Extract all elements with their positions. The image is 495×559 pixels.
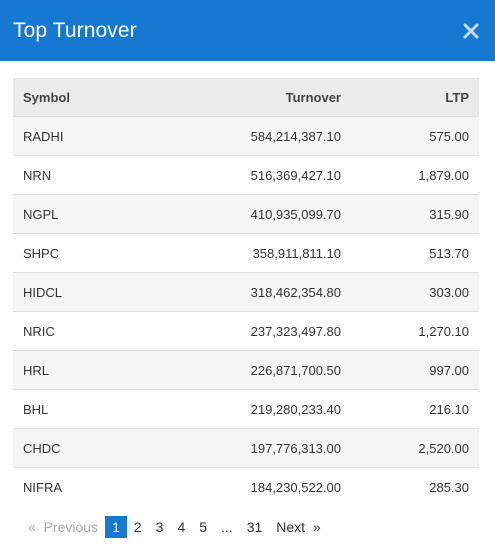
- modal-header: Top Turnover: [0, 0, 495, 61]
- next-button[interactable]: Next »: [276, 518, 321, 535]
- table-row[interactable]: RADHI 584,214,387.10 575.00: [13, 116, 479, 156]
- table-row[interactable]: NGPL 410,935,099.70 315.90: [13, 194, 479, 234]
- cell-turnover: 184,230,522.00: [153, 467, 351, 507]
- table-row[interactable]: NRIC 237,323,497.80 1,270.10: [13, 311, 479, 351]
- cell-ltp: 1,270.10: [351, 311, 479, 351]
- cell-ltp: 285.30: [351, 467, 479, 507]
- turnover-table: Symbol Turnover LTP RADHI 584,214,387.10 5…: [13, 78, 479, 507]
- cell-turnover: 197,776,313.00: [153, 428, 351, 468]
- cell-turnover: 237,323,497.80: [153, 311, 351, 351]
- page-button-5[interactable]: 5: [199, 518, 208, 535]
- table-row[interactable]: HRL 226,871,700.50 997.00: [13, 350, 479, 390]
- cell-turnover: 584,214,387.10: [153, 116, 351, 156]
- cell-turnover: 358,911,811.10: [153, 233, 351, 273]
- cell-symbol: NRIC: [13, 311, 153, 351]
- pagination-ellipsis: ...: [221, 518, 233, 535]
- page-button-2[interactable]: 2: [133, 518, 142, 535]
- header-turnover[interactable]: Turnover: [153, 78, 351, 117]
- top-turnover-modal: Top Turnover Symbol Turnover LTP RADHI 58…: [0, 0, 495, 538]
- cell-symbol: NGPL: [13, 194, 153, 234]
- close-icon[interactable]: [461, 21, 481, 41]
- cell-ltp: 513.70: [351, 233, 479, 273]
- cell-turnover: 226,871,700.50: [153, 350, 351, 390]
- cell-ltp: 2,520.00: [351, 428, 479, 468]
- cell-symbol: HRL: [13, 350, 153, 390]
- table-row[interactable]: CHDC 197,776,313.00 2,520.00: [13, 428, 479, 468]
- cell-symbol: CHDC: [13, 428, 153, 468]
- cell-turnover: 219,280,233.40: [153, 389, 351, 429]
- cell-symbol: BHL: [13, 389, 153, 429]
- cell-symbol: SHPC: [13, 233, 153, 273]
- table-row[interactable]: NIFRA 184,230,522.00 285.30: [13, 467, 479, 507]
- modal-title: Top Turnover: [13, 18, 137, 42]
- cell-ltp: 216.10: [351, 389, 479, 429]
- table-row[interactable]: BHL 219,280,233.40 216.10: [13, 389, 479, 429]
- header-ltp[interactable]: LTP: [351, 78, 479, 117]
- pagination: « Previous 1 2 3 4 5 ... 31 Next »: [13, 515, 479, 538]
- cell-ltp: 997.00: [351, 350, 479, 390]
- table-row[interactable]: NRN 516,369,427.10 1,879.00: [13, 155, 479, 195]
- page-button-1[interactable]: 1: [105, 515, 127, 538]
- cell-symbol: NRN: [13, 155, 153, 195]
- cell-symbol: HIDCL: [13, 272, 153, 312]
- modal-body: Symbol Turnover LTP RADHI 584,214,387.10 5…: [0, 61, 495, 538]
- page-button-3[interactable]: 3: [155, 518, 164, 535]
- page-button-4[interactable]: 4: [177, 518, 186, 535]
- cell-ltp: 1,879.00: [351, 155, 479, 195]
- cell-ltp: 303.00: [351, 272, 479, 312]
- cell-ltp: 575.00: [351, 116, 479, 156]
- header-symbol[interactable]: Symbol: [13, 78, 153, 117]
- table-header-row: Symbol Turnover LTP: [13, 78, 479, 117]
- cell-turnover: 318,462,354.80: [153, 272, 351, 312]
- cell-symbol: RADHI: [13, 116, 153, 156]
- table-row[interactable]: SHPC 358,911,811.10 513.70: [13, 233, 479, 273]
- cell-turnover: 410,935,099.70: [153, 194, 351, 234]
- page-button-last[interactable]: 31: [246, 518, 263, 535]
- table-row[interactable]: HIDCL 318,462,354.80 303.00: [13, 272, 479, 312]
- cell-ltp: 315.90: [351, 194, 479, 234]
- cell-symbol: NIFRA: [13, 467, 153, 507]
- previous-button[interactable]: « Previous: [28, 518, 99, 535]
- cell-turnover: 516,369,427.10: [153, 155, 351, 195]
